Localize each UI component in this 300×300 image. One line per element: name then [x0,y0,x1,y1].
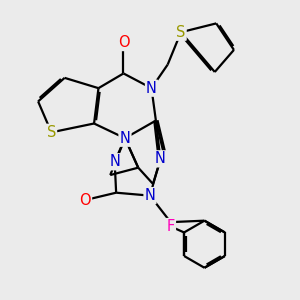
Text: O: O [80,193,91,208]
Text: N: N [155,151,166,166]
Text: N: N [146,81,157,96]
Text: N: N [119,131,130,146]
Text: N: N [145,188,155,203]
Text: N: N [109,154,120,169]
Text: O: O [118,35,129,50]
Text: S: S [176,25,186,40]
Text: S: S [47,125,56,140]
Text: F: F [167,219,175,234]
